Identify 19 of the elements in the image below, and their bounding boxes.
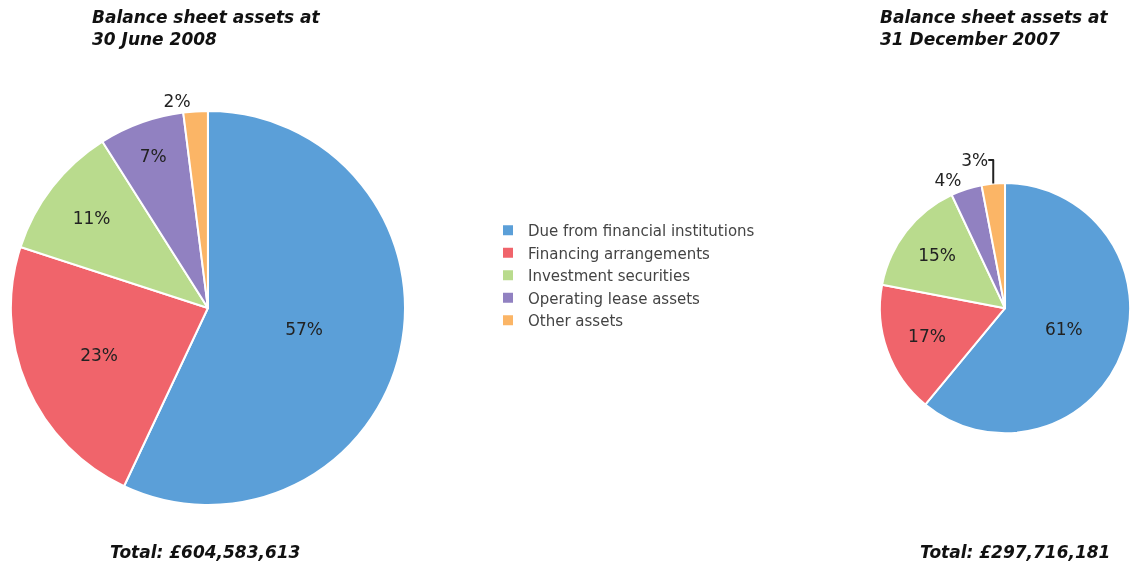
chart-title: Balance sheet assets at 31 December 2007 (880, 6, 1109, 49)
legend-label: Financing arrangements (528, 244, 711, 263)
legend-label: Investment securities (528, 267, 691, 286)
text: Total: £297,716,181 (920, 542, 1111, 562)
data-label: 2% (163, 91, 191, 112)
data-label: 61% (1044, 319, 1083, 340)
data-label: 17% (908, 326, 946, 347)
data-label: 11% (72, 207, 111, 228)
data-label: 15% (918, 245, 956, 266)
legend-label: Due from financial institutions (528, 222, 755, 241)
data-label: 57% (285, 319, 323, 340)
data-label: 7% (139, 145, 167, 166)
legend-label: Operating lease assets (528, 289, 701, 308)
text: Total: £604,583,613 (110, 542, 301, 562)
legend-label: Other assets (528, 312, 624, 331)
data-label: 3% (961, 150, 989, 171)
data-label: 23% (80, 345, 118, 366)
chart-title: Balance sheet assets at 30 June 2008 (92, 6, 321, 49)
data-label: 4% (934, 170, 962, 191)
